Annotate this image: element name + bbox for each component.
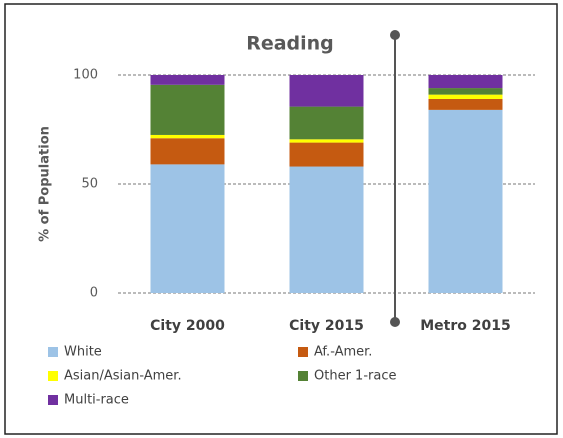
bar-segment — [289, 75, 364, 107]
legend-swatch — [298, 371, 308, 381]
y-tick-label: 0 — [90, 286, 98, 301]
x-tick-label: Metro 2015 — [420, 318, 510, 334]
bar-segment — [428, 98, 503, 110]
bar-segment — [150, 138, 225, 165]
legend-label: Asian/Asian-Amer. — [64, 369, 182, 384]
bar-segment — [150, 75, 225, 85]
bar-segment — [289, 142, 364, 167]
bar-segment — [289, 106, 364, 140]
bar-segment — [428, 75, 503, 89]
bar-segment — [428, 109, 503, 293]
x-tick-label: City 2015 — [289, 318, 364, 334]
bar-segment — [289, 139, 364, 143]
chart-title: Reading — [246, 33, 334, 55]
bar-segment — [428, 94, 503, 99]
bar-segment — [428, 88, 503, 95]
legend-label: Multi-race — [64, 393, 129, 408]
plot: 0 50 100 City 2000 City 2015 Metro 2015 — [73, 68, 535, 334]
legend-swatch — [48, 347, 58, 357]
bar-segment — [150, 164, 225, 293]
annotation-dot — [390, 30, 400, 40]
legend-swatch — [298, 347, 308, 357]
legend-swatch — [48, 371, 58, 381]
y-tick-label: 50 — [81, 177, 98, 192]
x-tick-label: City 2000 — [150, 318, 225, 334]
y-axis-label: % of Population — [38, 126, 53, 242]
bar-segment — [150, 134, 225, 139]
bar-segment — [289, 166, 364, 293]
legend-swatch — [48, 395, 58, 405]
y-tick-label: 100 — [73, 68, 98, 83]
legend-label: White — [64, 345, 102, 360]
legend-label: Af.-Amer. — [314, 345, 372, 360]
annotation-dot — [390, 317, 400, 327]
bar-segment — [150, 84, 225, 135]
legend-label: Other 1-race — [314, 369, 396, 384]
